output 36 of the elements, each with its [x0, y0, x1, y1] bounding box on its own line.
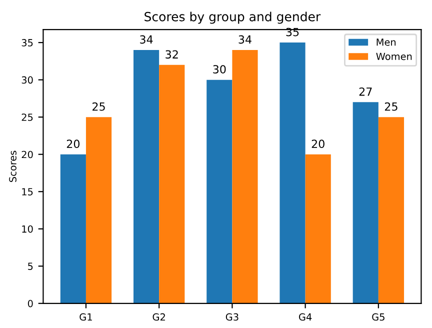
data-label: 20 — [312, 140, 324, 148]
bar — [378, 117, 404, 304]
bar — [305, 154, 331, 304]
y-tick-label: 25 — [22, 114, 33, 121]
y-tick-label: 5 — [28, 262, 33, 270]
y-tick-label: 10 — [22, 225, 33, 233]
data-label: 25 — [384, 102, 398, 111]
bar — [206, 80, 232, 304]
bar — [86, 117, 112, 304]
bar — [280, 42, 306, 304]
bar — [60, 154, 86, 304]
data-label: 30 — [213, 65, 226, 74]
data-label: 27 — [359, 87, 372, 96]
y-axis-title: Scores — [9, 150, 16, 182]
x-tick-label: G4 — [299, 313, 312, 321]
y-tick-label: 35 — [22, 39, 33, 46]
x-tick-label: G2 — [152, 313, 165, 321]
x-tick-label: G5 — [372, 313, 384, 321]
data-label: 34 — [140, 35, 153, 44]
data-label: 25 — [92, 102, 105, 111]
bar — [133, 50, 160, 304]
y-tick-label: 15 — [22, 188, 33, 196]
legend-label: Men — [376, 38, 396, 46]
legend-label: Women — [376, 52, 412, 60]
y-tick-label: 30 — [22, 76, 33, 84]
bar — [159, 64, 185, 304]
data-label: 34 — [238, 35, 252, 44]
chart-title: Scores by group and gender — [144, 12, 321, 24]
bar — [352, 102, 378, 304]
data-label: 20 — [66, 140, 80, 148]
bar — [232, 50, 258, 304]
data-label: 32 — [166, 50, 178, 59]
y-tick-label: 0 — [28, 300, 33, 308]
x-tick-label: G1 — [80, 313, 92, 321]
y-tick-label: 20 — [22, 150, 33, 158]
x-tick-label: G3 — [226, 313, 238, 321]
